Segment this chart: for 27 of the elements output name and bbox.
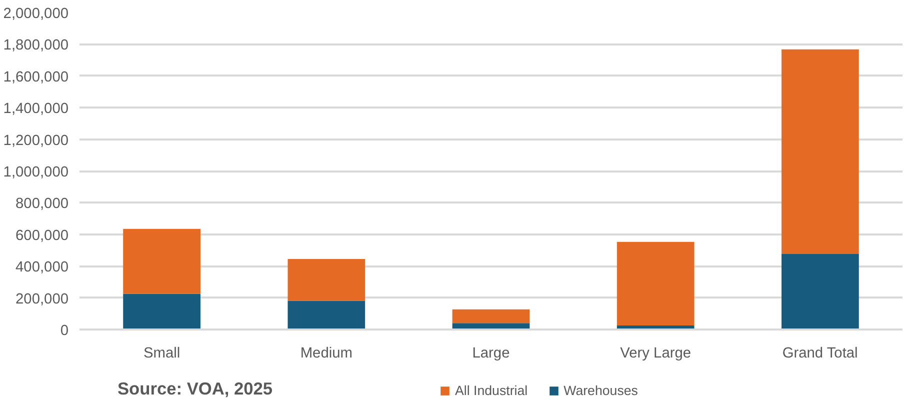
bar [288,300,366,330]
y-tick-label: 1,400,000 [3,101,68,118]
y-tick-label: 0 [60,323,69,339]
y-tick-label: 800,000 [16,196,69,212]
bar [616,242,694,326]
y-tick-label: 2,000,000 [3,6,68,22]
legend-label: All Industrial [455,383,528,398]
bar [452,309,530,324]
source-note: Source: VOA, 2025 [118,378,273,398]
x-tick-label: Small [143,346,180,362]
bar [782,49,859,254]
y-tick-label: 600,000 [16,228,69,244]
y-tick-label: 400,000 [16,260,69,276]
x-tick-label: Very Large [620,346,692,362]
legend-label: Warehouses [564,383,638,398]
x-tick-label: Medium [300,346,352,362]
y-tick-label: 1,200,000 [3,132,68,149]
bar [123,228,200,294]
y-tick-label: 1,000,000 [3,164,68,180]
x-tick-label: Large [472,346,510,362]
y-tick-label: 200,000 [16,291,69,308]
x-tick-label: Grand Total [782,346,858,362]
bar [288,258,366,301]
bar [123,294,200,330]
bar [782,254,859,330]
y-tick-label: 1,800,000 [3,38,68,54]
y-tick-label: 1,600,000 [3,69,68,86]
